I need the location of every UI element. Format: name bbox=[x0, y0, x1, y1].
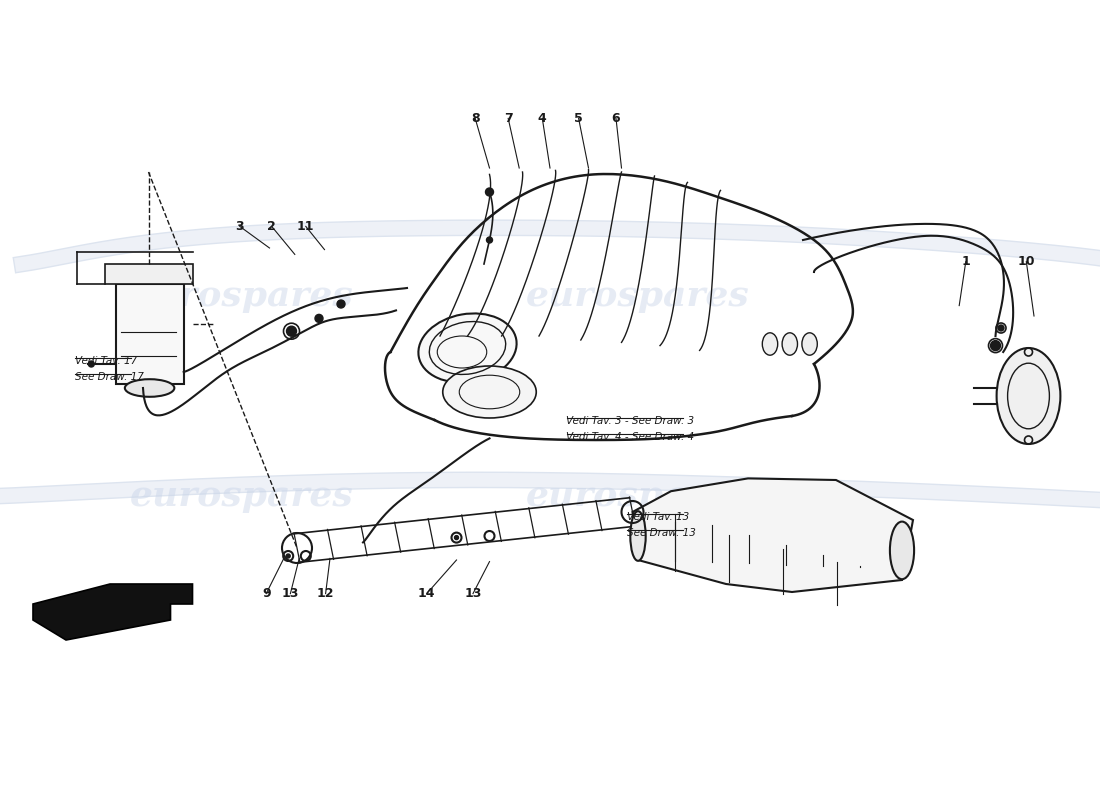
Polygon shape bbox=[116, 284, 184, 384]
Text: eurospares: eurospares bbox=[130, 479, 354, 513]
Circle shape bbox=[286, 554, 290, 558]
Ellipse shape bbox=[630, 511, 646, 561]
Text: 1: 1 bbox=[961, 255, 970, 268]
Text: 6: 6 bbox=[612, 112, 620, 125]
Text: Vedi Tav. 13: Vedi Tav. 13 bbox=[627, 512, 690, 522]
Circle shape bbox=[990, 341, 1001, 350]
Ellipse shape bbox=[802, 333, 817, 355]
Circle shape bbox=[998, 325, 1004, 331]
Circle shape bbox=[486, 237, 493, 243]
Circle shape bbox=[88, 361, 95, 367]
Text: See Draw. 13: See Draw. 13 bbox=[627, 528, 696, 538]
Polygon shape bbox=[33, 584, 192, 640]
Text: 9: 9 bbox=[262, 587, 271, 600]
Ellipse shape bbox=[442, 366, 537, 418]
Text: 10: 10 bbox=[1018, 255, 1035, 268]
Text: See Draw. 17: See Draw. 17 bbox=[75, 372, 144, 382]
Circle shape bbox=[315, 314, 323, 322]
Circle shape bbox=[337, 300, 345, 308]
Text: 7: 7 bbox=[504, 112, 513, 125]
Ellipse shape bbox=[782, 333, 797, 355]
Ellipse shape bbox=[997, 348, 1060, 444]
Text: 11: 11 bbox=[297, 220, 315, 233]
Text: 13: 13 bbox=[282, 587, 299, 600]
Text: 5: 5 bbox=[574, 112, 583, 125]
Text: Vedi Tav. 4 - See Draw. 4: Vedi Tav. 4 - See Draw. 4 bbox=[566, 432, 694, 442]
Ellipse shape bbox=[418, 314, 517, 382]
Text: Vedi Tav. 3 - See Draw. 3: Vedi Tav. 3 - See Draw. 3 bbox=[566, 416, 694, 426]
Text: 14: 14 bbox=[418, 587, 436, 600]
Ellipse shape bbox=[762, 333, 778, 355]
Text: 2: 2 bbox=[267, 220, 276, 233]
Text: eurospares: eurospares bbox=[130, 279, 354, 313]
Text: eurospares: eurospares bbox=[526, 279, 750, 313]
Polygon shape bbox=[104, 264, 192, 284]
Ellipse shape bbox=[890, 522, 914, 579]
Text: eurospares: eurospares bbox=[526, 479, 750, 513]
Circle shape bbox=[286, 326, 297, 336]
Text: 4: 4 bbox=[538, 112, 547, 125]
Polygon shape bbox=[632, 478, 913, 592]
Text: Vedi Tav. 17: Vedi Tav. 17 bbox=[75, 356, 138, 366]
Text: 12: 12 bbox=[317, 587, 334, 600]
Circle shape bbox=[454, 536, 459, 540]
Text: 3: 3 bbox=[235, 220, 244, 233]
Circle shape bbox=[485, 188, 494, 196]
Text: 13: 13 bbox=[464, 587, 482, 600]
Text: 8: 8 bbox=[471, 112, 480, 125]
Ellipse shape bbox=[125, 379, 175, 397]
